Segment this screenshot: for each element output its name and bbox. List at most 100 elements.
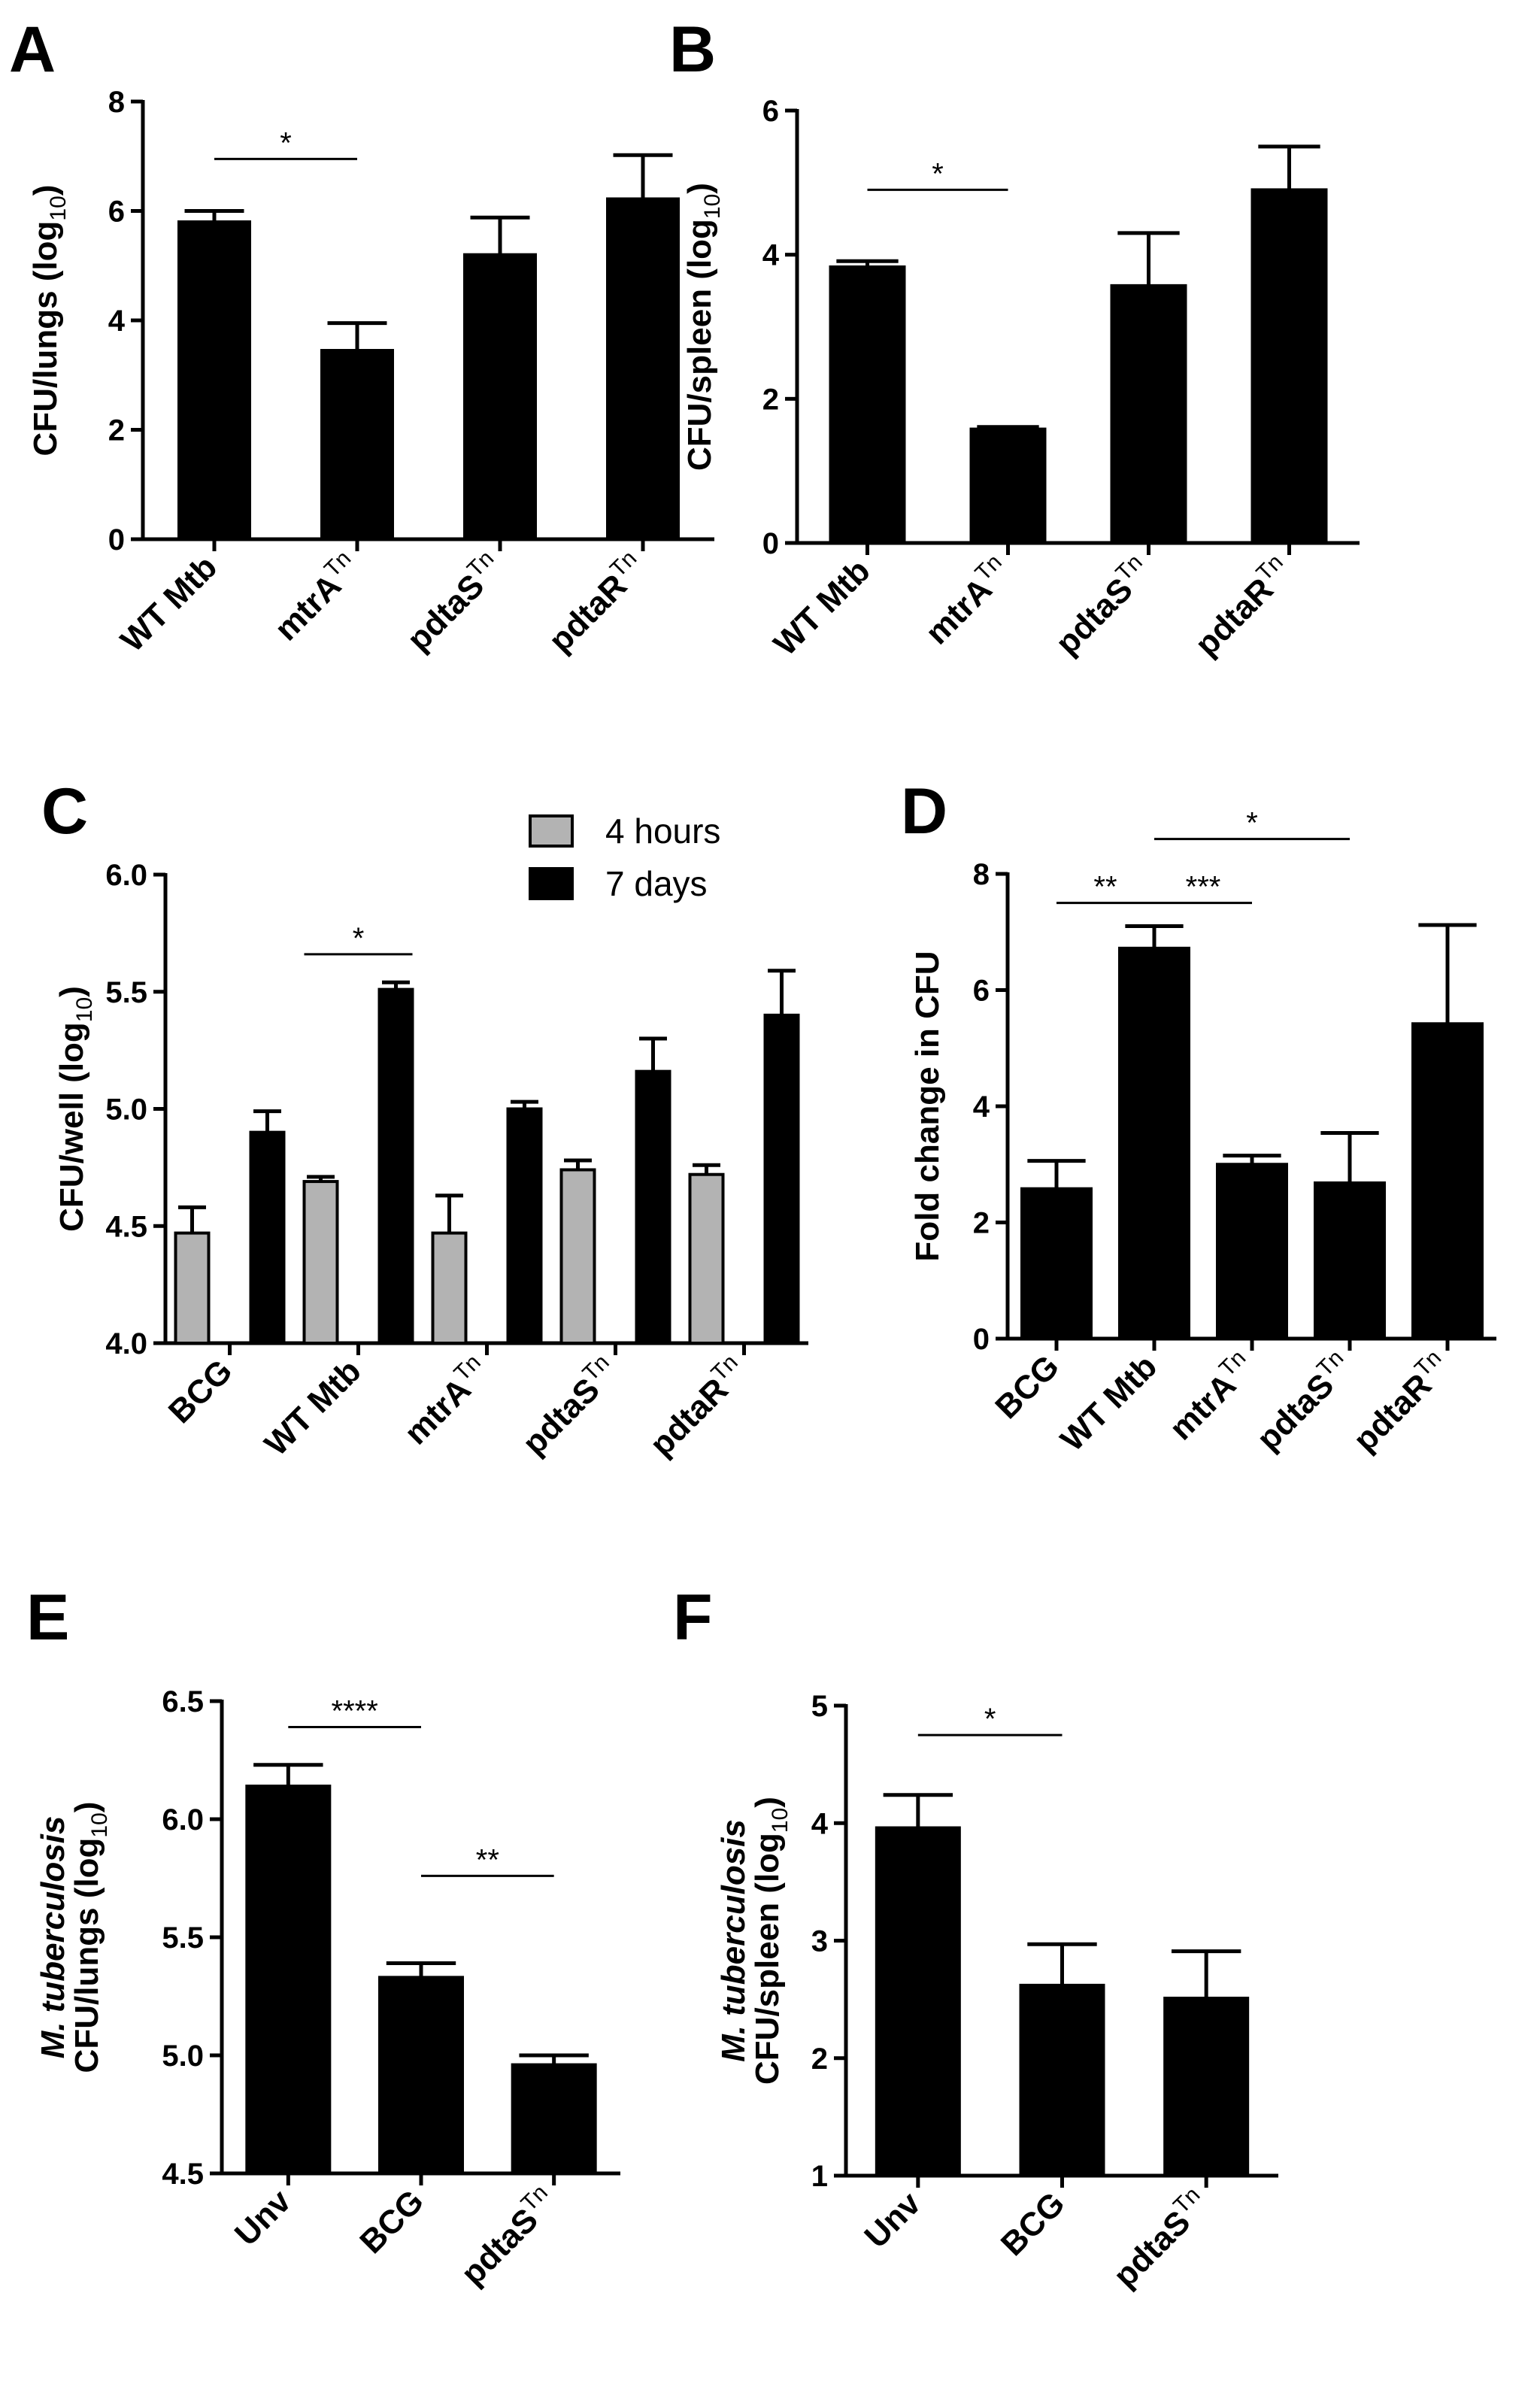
x-category-label: pdtaRTn (1344, 1345, 1457, 1459)
significance-label: * (280, 126, 292, 159)
y-tick-label: 8 (973, 858, 990, 891)
x-category-label: Unv (857, 2185, 928, 2255)
y-tick-label: 5.0 (105, 1093, 147, 1127)
significance-label: * (1246, 807, 1258, 840)
x-category-label: pdtaSTn (1104, 2182, 1216, 2294)
bar (688, 1172, 725, 1345)
bar (635, 1069, 671, 1345)
y-axis-label-main: Fold change in CFU (909, 951, 946, 1261)
y-tick-label: 4 (108, 305, 126, 338)
y-tick-label: 1 (811, 2160, 828, 2193)
category-name: pdtaS (1049, 571, 1140, 662)
x-category-label: pdtaSTn (451, 2180, 563, 2292)
x-category-label: mtrATn (265, 546, 368, 648)
bar (377, 987, 414, 1345)
y-axis-label-species: M. tuberculosis (715, 1819, 752, 2062)
significance-label: * (932, 157, 944, 190)
y-axis-label-sub: 10 (700, 194, 725, 219)
bar (559, 1168, 596, 1345)
significance-label: ** (1093, 871, 1117, 904)
y-axis-label-main: CFU/spleen (log (681, 219, 718, 471)
x-category-label: Unv (228, 2182, 299, 2253)
bar (302, 1180, 339, 1345)
bar (875, 1826, 961, 2177)
bar (606, 197, 680, 541)
bar (1118, 946, 1190, 1340)
category-name: BCG (162, 1352, 240, 1430)
y-tick-label: 2 (108, 414, 125, 447)
significance-label: *** (1186, 871, 1221, 904)
y-axis-label-sub: 10 (87, 1812, 112, 1837)
category-name: pdtaR (643, 1371, 735, 1463)
x-category-label: BCG (353, 2182, 431, 2261)
bar (511, 2063, 597, 2176)
bar (174, 1231, 211, 1345)
y-tick-label: 6.5 (162, 1685, 204, 1718)
y-tick-label: 6 (108, 196, 125, 229)
y-tick-label: 4 (762, 239, 780, 272)
y-tick-label: 5.0 (162, 2040, 204, 2073)
x-category-label: WT Mtb (1053, 1348, 1164, 1458)
bar (1411, 1022, 1484, 1341)
y-tick-label: 4 (811, 1807, 829, 1840)
bar (1019, 1983, 1105, 2177)
y-axis-label: CFU/well (log10) (53, 986, 97, 1232)
y-axis-label-close: ) (27, 185, 64, 196)
y-axis-label-main: CFU/well (log (53, 1022, 90, 1232)
x-category-label: BCG (994, 2185, 1072, 2263)
bar (431, 1231, 468, 1345)
bar (1250, 188, 1328, 545)
y-tick-label: 6.0 (105, 859, 147, 892)
y-tick-label: 0 (108, 523, 125, 557)
y-tick-label: 0 (762, 527, 779, 560)
x-category-label: pdtaSTn (513, 1350, 625, 1462)
y-axis-label-main: CFU/lungs (log (27, 221, 64, 456)
bar (463, 253, 537, 541)
category-name: Unv (857, 2185, 928, 2255)
x-category-label: WT Mtb (258, 1352, 368, 1463)
category-name: pdtaR (1347, 1366, 1439, 1459)
y-axis-label-sub: 10 (72, 997, 97, 1022)
category-name: pdtaR (1188, 571, 1281, 663)
panel-label: A (9, 14, 56, 86)
y-tick-label: 4 (973, 1090, 990, 1124)
category-name: Unv (228, 2182, 299, 2253)
legend-label: 7 days (605, 864, 708, 903)
x-category-label: WT Mtb (767, 552, 878, 663)
x-category-label: pdtaRTn (640, 1350, 753, 1463)
bar (763, 1013, 800, 1345)
bar (177, 220, 251, 541)
x-category-label: mtrATn (916, 550, 1018, 652)
panel-label: B (669, 14, 716, 86)
y-tick-label: 2 (973, 1207, 990, 1240)
x-category-label: pdtaSTn (1247, 1345, 1360, 1457)
y-axis-label-main: CFU/lungs (log (68, 1838, 105, 2073)
y-axis-label: CFU/spleen (log10) (681, 183, 725, 471)
y-tick-label: 8 (108, 86, 125, 119)
y-tick-label: 6.0 (162, 1803, 204, 1836)
y-axis-label-close: ) (681, 183, 718, 194)
y-tick-label: 5.5 (162, 1921, 204, 1955)
category-name: WT Mtb (1053, 1348, 1164, 1458)
y-tick-label: 4.5 (162, 2158, 204, 2191)
bar (1020, 1187, 1093, 1340)
category-name: BCG (988, 1348, 1066, 1426)
bar (249, 1130, 286, 1345)
y-tick-label: 2 (762, 383, 779, 416)
panel-c: C 4.0 4.5 5.0 5.5 6.0 CFU/well (log10) BCG WT Mt… (41, 775, 808, 1463)
x-category-label: pdtaRTn (1185, 550, 1299, 663)
category-name: WT Mtb (258, 1352, 368, 1463)
panel-a: A 0 2 4 6 8 CFU/lungs (log10) WT Mtb mtrATn pdtaS… (9, 14, 714, 660)
bar (969, 427, 1047, 544)
y-tick-label: 6 (973, 975, 990, 1008)
legend-swatch (529, 867, 574, 900)
y-axis-label-species: M. tuberculosis (35, 1816, 71, 2059)
bar (245, 1785, 332, 2176)
y-axis-label-sub: 10 (768, 1808, 793, 1833)
x-category-label: WT Mtb (114, 548, 224, 659)
y-tick-label: 2 (811, 2043, 828, 2076)
y-axis-label-sub: 10 (46, 196, 71, 220)
